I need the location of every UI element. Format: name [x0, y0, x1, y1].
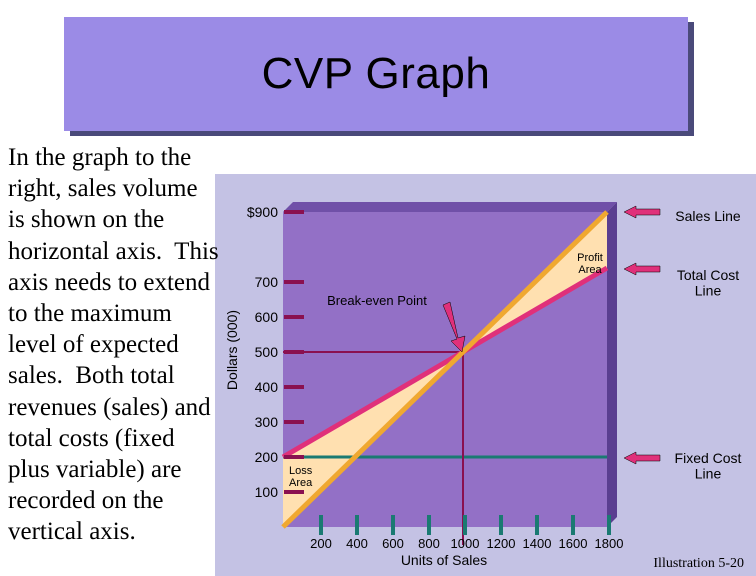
x-axis-label: Units of Sales [401, 552, 487, 568]
legend-total-cost-line: Total Cost Line [677, 267, 739, 298]
y-tick-label-4: 500 [255, 344, 279, 360]
y-tick-1 [284, 455, 304, 459]
y-tick-6 [284, 280, 304, 284]
x-tick-8 [607, 515, 611, 535]
x-tick-2 [391, 515, 395, 535]
y-tick-3 [284, 385, 304, 389]
x-tick-7 [571, 515, 575, 535]
y-tick-label-7: $900 [247, 204, 278, 220]
sales-line [281, 210, 609, 529]
x-tick-label-6: 1400 [523, 536, 552, 551]
profit-area-label: Profit Area [577, 252, 603, 276]
explanation-text: In the graph to the right, sales volume … [8, 144, 218, 546]
x-tick-label-2: 600 [382, 536, 404, 551]
illustration-caption: Illustration 5-20 [653, 556, 744, 571]
y-tick-label-0: 100 [255, 484, 279, 500]
y-tick-label-5: 600 [255, 309, 279, 325]
loss-area-label: Loss Area [289, 465, 313, 489]
plot-top-edge [283, 202, 617, 212]
y-axis-label: Dollars (000) [224, 310, 240, 390]
page-title: CVP Graph [261, 49, 491, 98]
y-tick-2 [284, 420, 304, 424]
x-tick-0 [319, 515, 323, 535]
break-even-arrow [442, 301, 466, 353]
x-tick-4 [463, 515, 467, 535]
break-even-annotation: Break-even Point [327, 293, 427, 308]
x-tick-1 [355, 515, 359, 535]
plot-side-edge [607, 202, 617, 527]
x-tick-label-8: 1800 [595, 536, 624, 551]
y-tick-label-3: 400 [255, 379, 279, 395]
y-tick-5 [284, 315, 304, 319]
y-tick-label-2: 300 [255, 414, 279, 430]
sales-line-callout-arrow [623, 205, 661, 219]
x-tick-5 [499, 515, 503, 535]
total-cost-callout-arrow [623, 262, 661, 276]
title-banner: CVP Graph [64, 17, 688, 131]
fixed-cost-callout-arrow [623, 451, 661, 465]
y-tick-4 [284, 350, 304, 354]
x-tick-6 [535, 515, 539, 535]
y-tick-7 [284, 210, 304, 214]
x-tick-label-7: 1600 [559, 536, 588, 551]
total-cost-line [281, 265, 609, 460]
x-tick-label-1: 400 [346, 536, 368, 551]
legend-sales-line: Sales Line [675, 208, 741, 224]
legend-fixed-cost-line: Fixed Cost Line [675, 450, 742, 481]
x-tick-label-3: 800 [418, 536, 440, 551]
y-tick-label-1: 200 [255, 449, 279, 465]
y-tick-0 [284, 490, 304, 494]
x-tick-label-4: 1000 [451, 536, 480, 551]
x-tick-3 [427, 515, 431, 535]
y-tick-label-6: 700 [255, 274, 279, 290]
x-tick-label-5: 1200 [487, 536, 516, 551]
x-tick-label-0: 200 [310, 536, 332, 551]
